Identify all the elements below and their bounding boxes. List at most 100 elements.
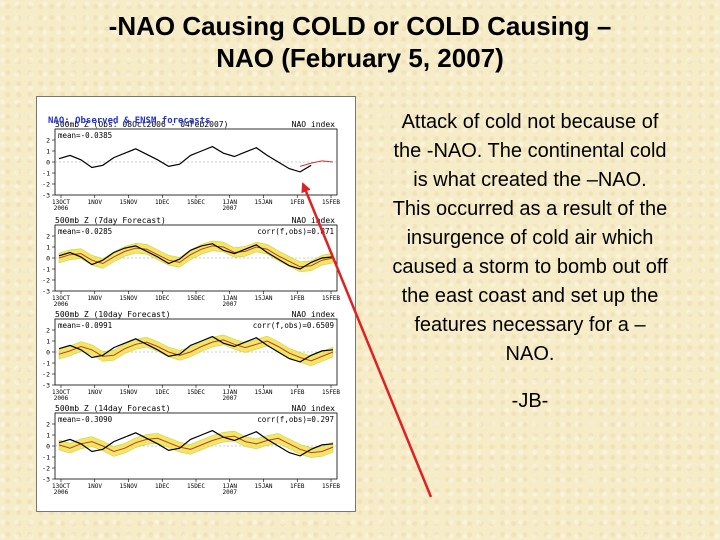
x-tick-label: 1DEC xyxy=(155,389,170,396)
panel-title: 500mb Z (Obs: 08Oct2006 - 04Feb2007) xyxy=(55,120,228,129)
x-tick-label: 1NOV xyxy=(88,199,103,206)
x-tick-label: 1DEC xyxy=(155,199,170,206)
y-tick-label: -2 xyxy=(42,277,50,285)
y-tick-label: -3 xyxy=(42,192,50,200)
x-tick-label: 15JAN xyxy=(254,199,272,206)
x-tick-label: 15DEC xyxy=(187,483,205,490)
x-tick-label-year: 2007 xyxy=(223,205,238,212)
slide-title-line-1: -NAO Causing COLD or COLD Causing – xyxy=(108,11,612,41)
observed-series-line xyxy=(58,429,334,457)
panel-stat-label: mean=-0.0385 xyxy=(58,131,112,140)
x-tick-label: 15FEB xyxy=(322,295,340,302)
x-tick-label: 15DEC xyxy=(187,295,205,302)
chart-panel-2: 500mb Z (7day Forecast) NAO index mean=-0.… xyxy=(42,216,340,308)
x-tick-label: 1JAN xyxy=(223,199,238,206)
panel-index-label: NAO index xyxy=(292,404,336,413)
x-tick-label: 1NOV xyxy=(88,389,103,396)
x-tick-label: 15NOV xyxy=(119,389,137,396)
x-tick-label: 1JAN xyxy=(223,295,238,302)
panel-stat-label: mean=-0.3090 xyxy=(58,415,113,424)
arrow-line xyxy=(301,182,433,498)
x-tick-label: 1NOV xyxy=(88,483,103,490)
nao-forecast-figure: 500mb Z (Obs: 08Oct2006 - 04Feb2007) NAO … xyxy=(36,96,356,512)
panel-title: 500mb Z (10day Forecast) xyxy=(55,310,171,319)
panel-index-label: NAO index xyxy=(292,216,336,225)
panel-title: 500mb Z (14day Forecast) xyxy=(55,404,171,413)
y-tick-label: -3 xyxy=(42,476,50,484)
x-tick-label: 15JAN xyxy=(254,389,272,396)
x-tick-label: 1FEB xyxy=(290,389,305,396)
panel-index-label: NAO index xyxy=(292,310,336,319)
slide-title-line-2: NAO (February 5, 2007) xyxy=(216,43,504,73)
x-tick-label: 15JAN xyxy=(254,295,272,302)
y-tick-label: -2 xyxy=(42,465,50,473)
x-tick-label: 13OCT xyxy=(52,389,70,396)
y-tick-label: 1 xyxy=(46,244,50,252)
commentary-paragraph: Attack of cold not because of the -NAO. … xyxy=(392,111,668,365)
x-tick-label: 13OCT xyxy=(52,483,70,490)
x-tick-label: 1FEB xyxy=(290,295,305,302)
panel-title: 500mb Z (7day Forecast) xyxy=(55,216,166,225)
author-signature: -JB- xyxy=(511,390,549,412)
y-tick-label: 1 xyxy=(46,432,50,440)
x-tick-label: 15JAN xyxy=(254,483,272,490)
x-tick-label: 1DEC xyxy=(155,295,170,302)
x-tick-label-year: 2006 xyxy=(54,395,69,402)
panel-stat-label: mean=-0.0285 xyxy=(58,227,112,236)
x-tick-label: 1FEB xyxy=(290,483,305,490)
panel-index-label: NAO index xyxy=(292,120,336,129)
x-tick-label: 1JAN xyxy=(223,483,238,490)
x-tick-label-year: 2007 xyxy=(223,489,238,496)
x-tick-label-year: 2007 xyxy=(223,395,238,402)
y-tick-label: -1 xyxy=(42,266,50,274)
x-tick-label: 15DEC xyxy=(187,389,205,396)
y-tick-label: -2 xyxy=(42,181,50,189)
x-tick-label: 1DEC xyxy=(155,483,170,490)
x-tick-label: 15DEC xyxy=(187,199,205,206)
y-tick-label: 2 xyxy=(46,421,50,429)
panel-corr-label: corr(f,obs)=0.6509 xyxy=(253,321,334,330)
ensemble-spread xyxy=(58,334,334,367)
x-tick-label: 1NOV xyxy=(88,295,103,302)
x-tick-label: 15FEB xyxy=(322,483,340,490)
y-tick-label: 0 xyxy=(46,255,50,263)
observed-series-line xyxy=(58,335,334,363)
y-tick-label: -3 xyxy=(42,288,50,296)
y-tick-label: -2 xyxy=(42,371,50,379)
x-tick-label-year: 2007 xyxy=(223,301,238,308)
y-tick-label: 1 xyxy=(46,148,50,156)
y-tick-label: -1 xyxy=(42,454,50,462)
x-tick-label: 15FEB xyxy=(322,389,340,396)
chart-panel-4: 500mb Z (14day Forecast) NAO index mean=-0… xyxy=(42,404,340,496)
forecast-series-line xyxy=(299,160,334,167)
commentary-text: Attack of cold not because of the -NAO. … xyxy=(392,108,668,416)
x-tick-label: 15FEB xyxy=(322,199,340,206)
panel-stat-label: mean=-0.0991 xyxy=(58,321,112,330)
x-tick-label: 1FEB xyxy=(290,199,305,206)
panel-corr-label: corr(f,obs)=0.297 xyxy=(257,415,334,424)
panel-corr-label: corr(f,obs)=0.871 xyxy=(257,227,334,236)
nao-charts-svg: 500mb Z (Obs: 08Oct2006 - 04Feb2007) NAO … xyxy=(42,120,340,496)
slide-title: -NAO Causing COLD or COLD Causing – NAO … xyxy=(20,10,700,74)
y-tick-label: 2 xyxy=(46,233,50,241)
x-tick-label: 13OCT xyxy=(52,199,70,206)
y-tick-label: -1 xyxy=(42,360,50,368)
forecast-series-line xyxy=(58,339,334,362)
y-tick-label: -1 xyxy=(42,170,50,178)
y-tick-label: 0 xyxy=(46,349,50,357)
x-tick-label: 15NOV xyxy=(119,295,137,302)
x-tick-label: 13OCT xyxy=(52,295,70,302)
x-tick-label: 15NOV xyxy=(119,483,137,490)
chart-panel-3: 500mb Z (10day Forecast) NAO index mean=-0… xyxy=(42,310,340,402)
x-tick-label-year: 2006 xyxy=(54,301,69,308)
forecast-series-line xyxy=(58,245,334,268)
figure-heading: NAO: Observed & ENSM forecasts xyxy=(48,116,211,126)
y-tick-label: 1 xyxy=(46,338,50,346)
forecast-series-line xyxy=(58,435,334,454)
y-tick-label: 0 xyxy=(46,159,50,167)
y-tick-label: 2 xyxy=(46,327,50,335)
x-tick-label: 1JAN xyxy=(223,389,238,396)
chart-panel-1: 500mb Z (Obs: 08Oct2006 - 04Feb2007) NAO … xyxy=(42,120,340,212)
observed-series-line xyxy=(58,243,334,270)
